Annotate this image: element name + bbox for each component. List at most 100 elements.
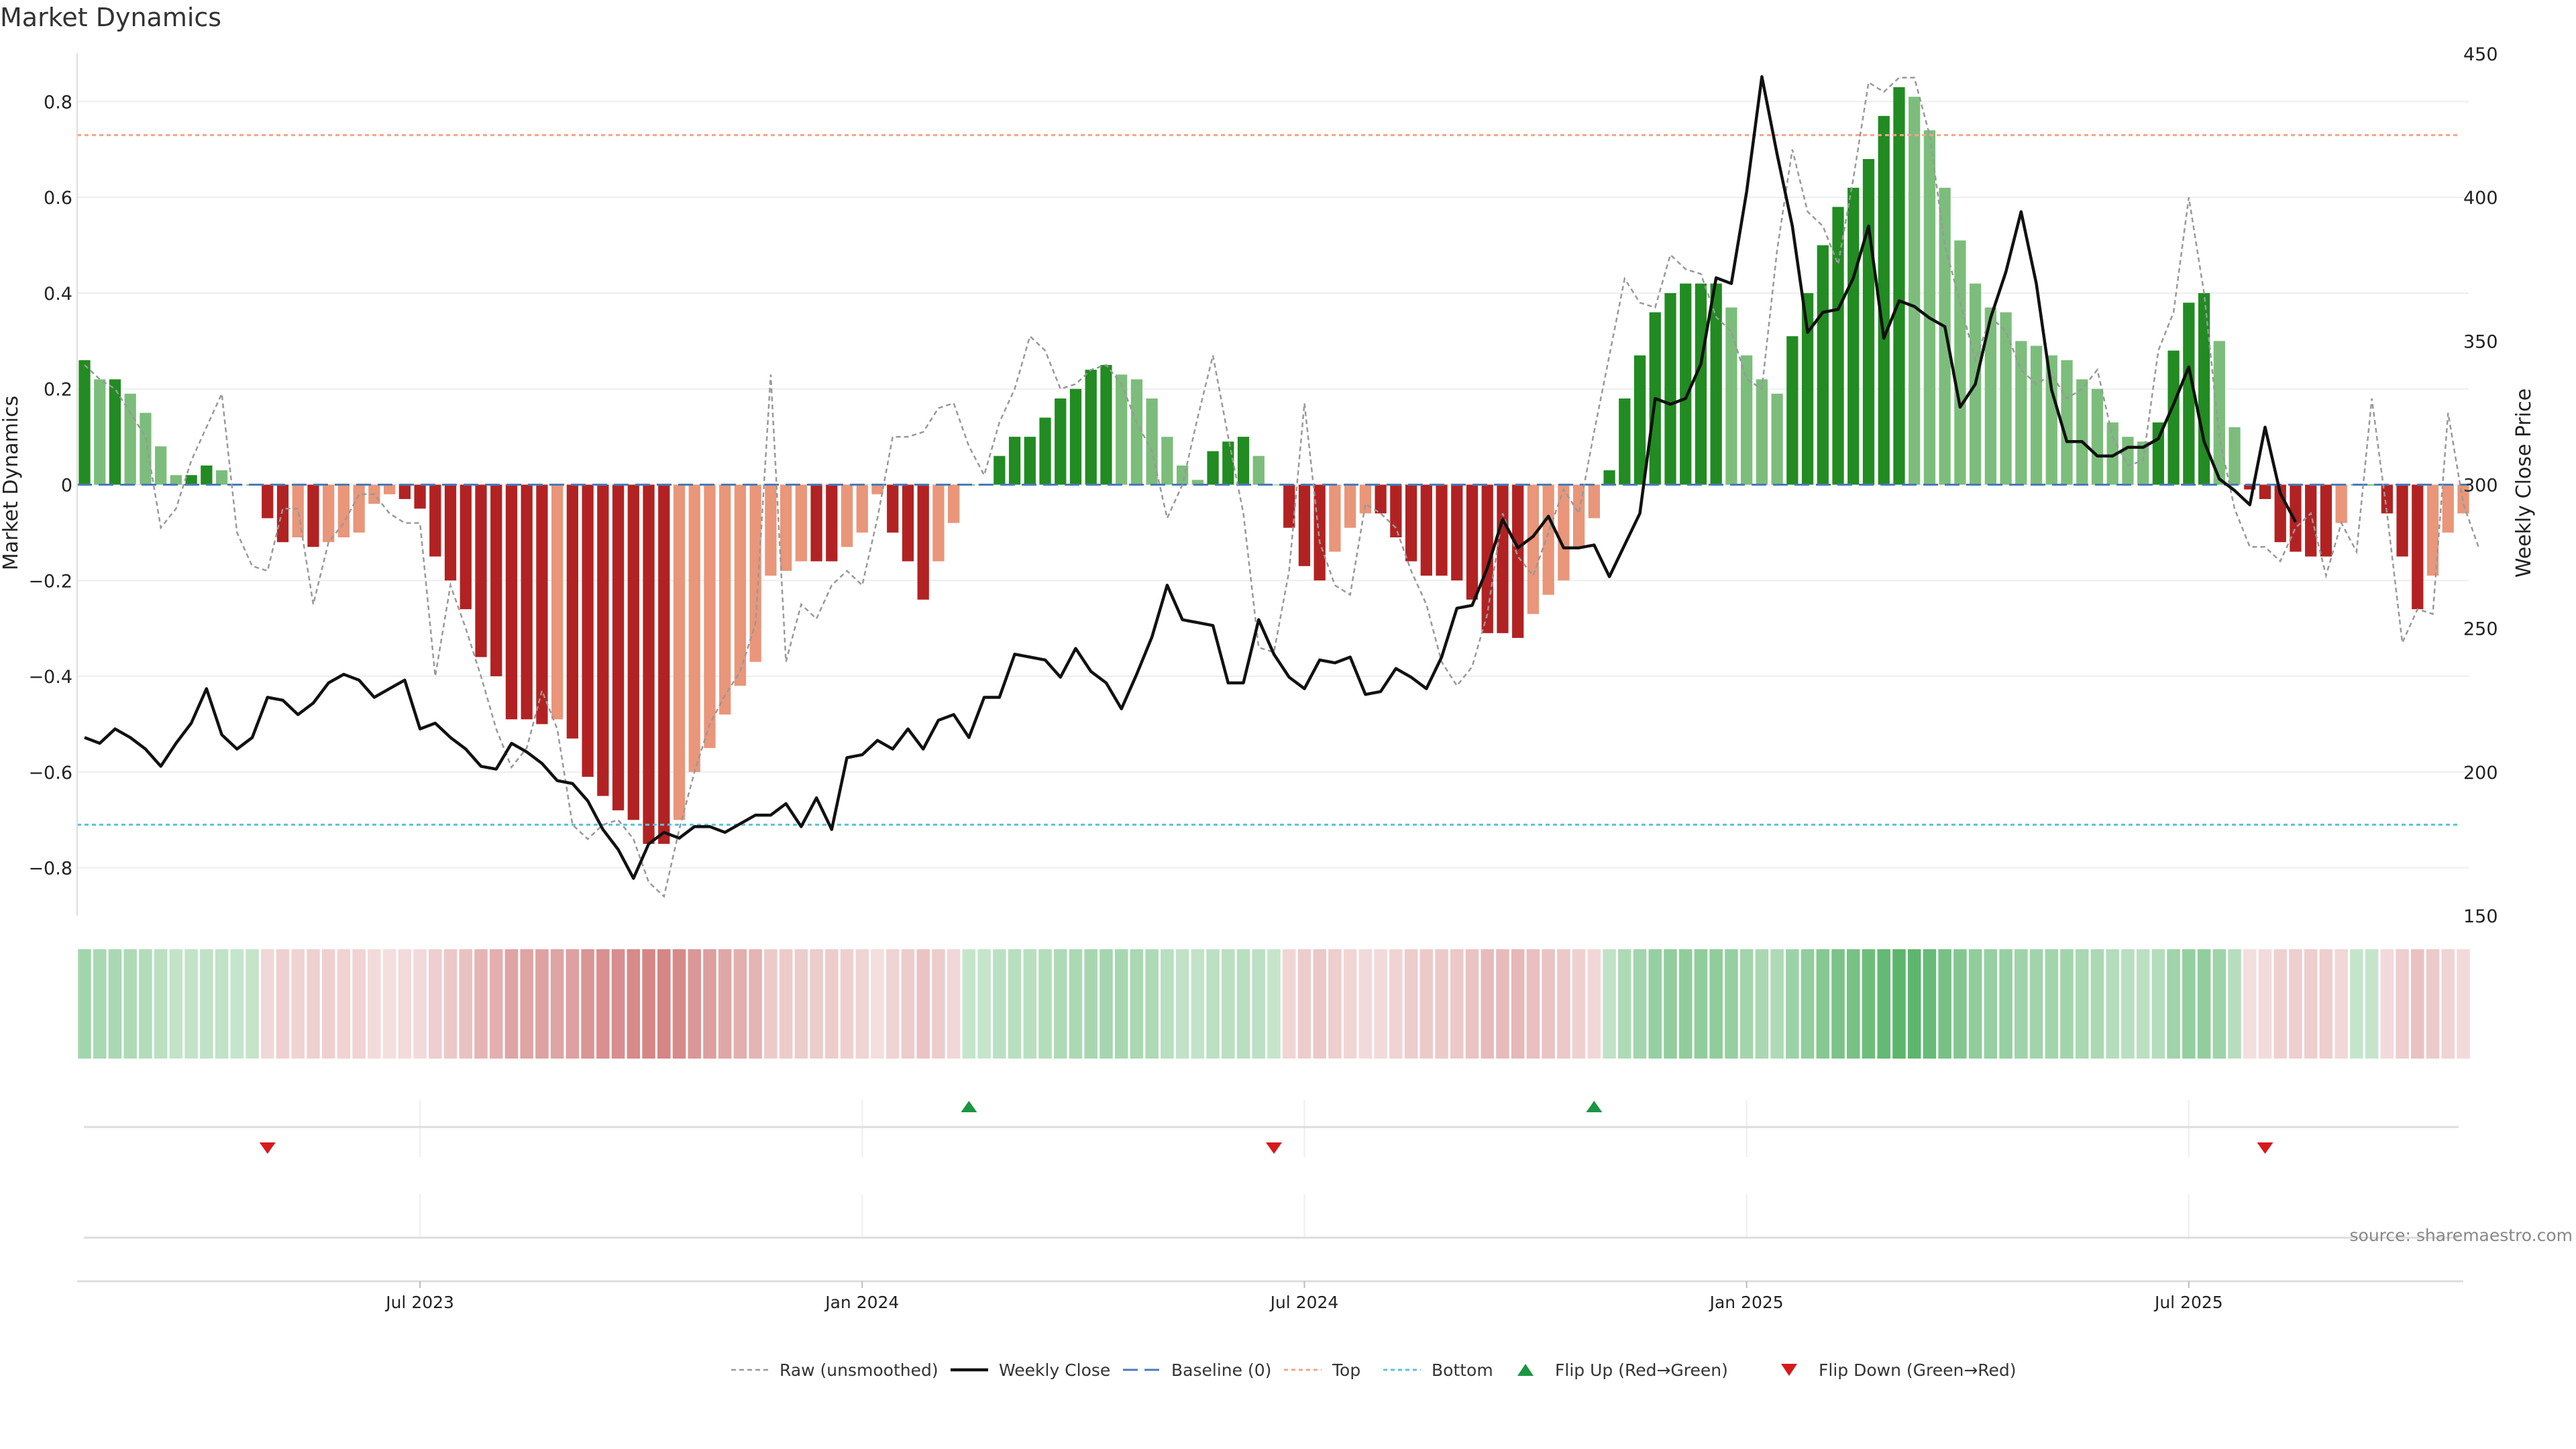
flip-down-marker xyxy=(259,1142,276,1154)
dynamics-bar xyxy=(749,484,761,662)
x-tick-label: Jul 2023 xyxy=(384,1293,454,1312)
heat-cell xyxy=(1053,949,1067,1059)
dynamics-bar xyxy=(1847,187,1860,485)
heat-cell xyxy=(1664,949,1677,1059)
dynamics-bar xyxy=(2061,360,2073,485)
dynamics-bar xyxy=(1954,240,1966,485)
y-axis-right-title: Weekly Close Price xyxy=(2512,388,2536,578)
heat-cell xyxy=(184,949,198,1059)
y-left-tick-label: −0.2 xyxy=(28,571,72,592)
y-left-tick-label: 0.8 xyxy=(44,92,72,113)
heat-cell xyxy=(2334,949,2348,1059)
dynamics-bar xyxy=(2183,303,2195,485)
heat-cell xyxy=(1358,949,1373,1059)
heat-cell xyxy=(307,949,320,1059)
dynamics-bar xyxy=(1008,437,1021,485)
dynamics-bar xyxy=(78,360,91,485)
heat-cell xyxy=(1374,949,1387,1059)
dynamics-bar xyxy=(582,484,594,777)
dynamics-bar xyxy=(124,393,136,485)
heat-cell xyxy=(1557,949,1570,1059)
heat-cell xyxy=(1114,949,1128,1059)
y-right-tick-label: 250 xyxy=(2463,619,2498,640)
heat-cell xyxy=(1953,949,1967,1059)
heat-cell xyxy=(1694,949,1708,1059)
dynamics-bar xyxy=(2106,422,2118,485)
heat-cell xyxy=(368,949,381,1059)
dynamics-bar xyxy=(337,484,350,538)
dynamics-bar xyxy=(1375,484,1387,514)
y-left-tick-label: 0 xyxy=(61,476,72,496)
dynamics-bar xyxy=(262,484,274,519)
dynamics-bar xyxy=(1390,484,1402,538)
y-right-tick-label: 150 xyxy=(2463,906,2498,927)
heat-cell xyxy=(1297,949,1311,1059)
flip-up-marker xyxy=(961,1101,977,1112)
dynamics-bar xyxy=(994,455,1006,485)
heat-cell xyxy=(474,949,488,1059)
legend-label: Flip Down (Green→Red) xyxy=(1819,1360,2017,1380)
dynamics-bar xyxy=(566,484,579,739)
dynamics-bar xyxy=(475,484,487,657)
dynamics-bar xyxy=(1909,97,1921,485)
heat-cell xyxy=(885,949,900,1059)
heat-cell xyxy=(1786,949,1799,1059)
heat-cell xyxy=(2029,949,2043,1059)
dynamics-bar xyxy=(1222,441,1234,485)
dynamics-bar xyxy=(1771,393,1783,485)
dynamics-bar xyxy=(2137,441,2149,485)
x-axis: Jul 2023 Jan 2024 Jul 2024 Jan 2025 Jul 2025 xyxy=(77,1280,2463,1312)
heat-cell xyxy=(123,949,137,1059)
heat-cell xyxy=(1678,949,1693,1059)
heat-cell xyxy=(291,949,305,1059)
dynamics-bar xyxy=(109,379,121,485)
dynamics-bar xyxy=(734,484,747,686)
dynamics-bar xyxy=(597,484,609,796)
heat-cell xyxy=(1770,949,1784,1059)
heat-cell xyxy=(1389,949,1403,1059)
source-label: source: sharemaestro.com xyxy=(2350,1226,2573,1245)
heat-cell xyxy=(230,949,244,1059)
dynamics-bar xyxy=(780,484,792,571)
dynamics-bar xyxy=(1817,245,1829,485)
heat-cell xyxy=(382,949,396,1059)
dynamics-bar xyxy=(2229,427,2241,485)
dynamics-bar xyxy=(398,484,411,499)
dynamics-bar xyxy=(1984,307,1996,485)
dynamics-bar xyxy=(1542,484,1554,595)
dynamics-bar xyxy=(2365,484,2378,486)
heat-cell xyxy=(596,949,610,1059)
heat-cell xyxy=(718,949,732,1059)
heat-cell xyxy=(1511,949,1525,1059)
heat-cell xyxy=(550,949,564,1059)
heat-cell xyxy=(794,949,808,1059)
heat-cell xyxy=(1633,949,1647,1059)
heat-cell xyxy=(1526,949,1540,1059)
heat-cell xyxy=(2243,949,2257,1059)
dynamics-bar xyxy=(429,484,441,557)
dynamics-bar xyxy=(1405,484,1417,561)
heat-cell xyxy=(459,949,473,1059)
dynamics-bar xyxy=(1832,207,1844,485)
dynamics-bar xyxy=(1436,484,1448,576)
heat-cell xyxy=(2060,949,2074,1059)
heat-cell xyxy=(1938,949,1951,1059)
heat-cell xyxy=(1496,949,1509,1059)
heat-cell xyxy=(642,949,655,1059)
heat-cell xyxy=(1739,949,1754,1059)
heat-cell xyxy=(169,949,183,1059)
dynamics-bar xyxy=(2213,341,2225,485)
dynamics-bar xyxy=(2122,437,2134,485)
heat-cell xyxy=(1343,949,1357,1059)
heat-cell xyxy=(443,949,458,1059)
dynamics-bar xyxy=(1161,437,1173,485)
dynamics-bar xyxy=(551,484,564,720)
heat-cell xyxy=(825,949,839,1059)
heat-cell xyxy=(1542,949,1555,1059)
heat-cell xyxy=(1175,949,1189,1059)
dynamics-bar xyxy=(1344,484,1356,528)
dynamics-bar xyxy=(1603,470,1615,485)
heat-cell xyxy=(1435,949,1448,1059)
heat-cell xyxy=(2380,949,2394,1059)
dynamics-bar xyxy=(673,484,686,820)
